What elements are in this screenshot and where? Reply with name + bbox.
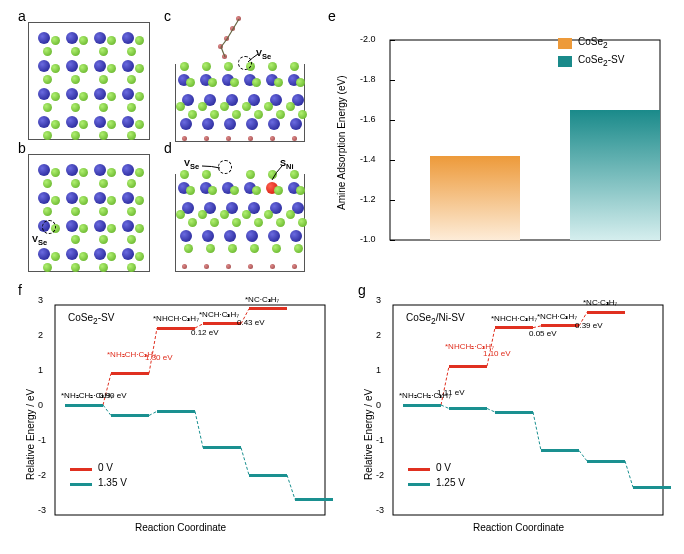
svg-line-23 (579, 451, 587, 462)
svg-line-20 (441, 405, 449, 409)
svg-line-24 (625, 461, 633, 487)
svg-line-22 (533, 412, 541, 451)
svg-line-21 (487, 409, 495, 413)
